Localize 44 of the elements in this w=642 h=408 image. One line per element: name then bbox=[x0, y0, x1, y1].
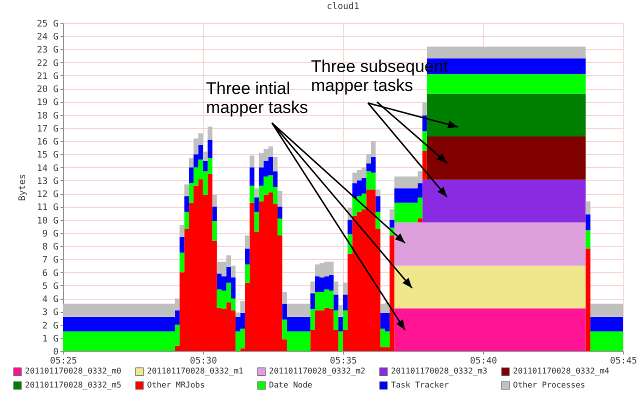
legend-label: 201101170028_0332_m4 bbox=[513, 366, 610, 376]
y-tick-label: 13 G bbox=[36, 176, 58, 187]
y-tick-label: 9 G bbox=[42, 229, 58, 240]
y-tick-label: 2 G bbox=[42, 321, 58, 332]
y-tick-label: 11 G bbox=[36, 203, 58, 214]
y-tick-label: 10 G bbox=[36, 216, 58, 226]
y-tick-label: 12 G bbox=[36, 190, 58, 200]
y-tick-label: 8 G bbox=[42, 242, 58, 253]
x-tick-label: 05:30 bbox=[190, 356, 218, 366]
y-tick-label: 19 G bbox=[36, 98, 58, 108]
annotation: Three intial mapper tasks bbox=[206, 79, 308, 117]
y-axis-title: Bytes bbox=[18, 174, 28, 202]
y-tick-label: 4 G bbox=[42, 295, 58, 306]
y-tick-label: 20 G bbox=[36, 85, 58, 96]
x-tick-label: 05:35 bbox=[330, 356, 357, 366]
y-tick-label: 15 G bbox=[36, 150, 58, 161]
legend-label: 201101170028_0332_m0 bbox=[25, 366, 122, 376]
legend-label: 201101170028_0332_m1 bbox=[147, 366, 244, 376]
legend-label: Date Node bbox=[269, 380, 313, 390]
y-tick-label: 24 G bbox=[36, 32, 58, 43]
y-tick-label: 21 G bbox=[36, 72, 58, 82]
x-tick-label: 05:45 bbox=[610, 356, 638, 366]
y-tick-label: 5 G bbox=[42, 282, 58, 292]
y-tick-label: 18 G bbox=[36, 111, 58, 122]
x-tick-label: 05:25 bbox=[50, 356, 78, 366]
y-tick-label: 6 G bbox=[42, 268, 58, 279]
legend-label: 201101170028_0332_m3 bbox=[391, 366, 488, 376]
y-tick-label: 23 G bbox=[36, 46, 58, 56]
y-tick-label: 16 G bbox=[36, 138, 58, 148]
y-tick-label: 3 G bbox=[42, 308, 58, 318]
y-tick-label: 1 G bbox=[42, 334, 58, 344]
legend-label: Task Tracker bbox=[391, 380, 449, 390]
x-tick-label: 05:40 bbox=[470, 356, 498, 366]
legend-label: 201101170028_0332_m5 bbox=[25, 380, 122, 390]
y-tick-label: 14 G bbox=[36, 164, 58, 174]
y-tick-label: 17 G bbox=[36, 124, 58, 134]
chart-title: cloud1 bbox=[326, 2, 360, 12]
legend-label: Other Processes bbox=[513, 380, 586, 390]
legend-label: Other MRJobs bbox=[147, 380, 205, 390]
y-tick-label: 22 G bbox=[36, 58, 58, 69]
y-tick-label: 25 G bbox=[36, 20, 58, 30]
y-tick-label: 7 G bbox=[42, 256, 58, 266]
y-tick-label: 0 bbox=[53, 348, 58, 358]
legend-label: 201101170028_0332_m2 bbox=[269, 366, 366, 376]
